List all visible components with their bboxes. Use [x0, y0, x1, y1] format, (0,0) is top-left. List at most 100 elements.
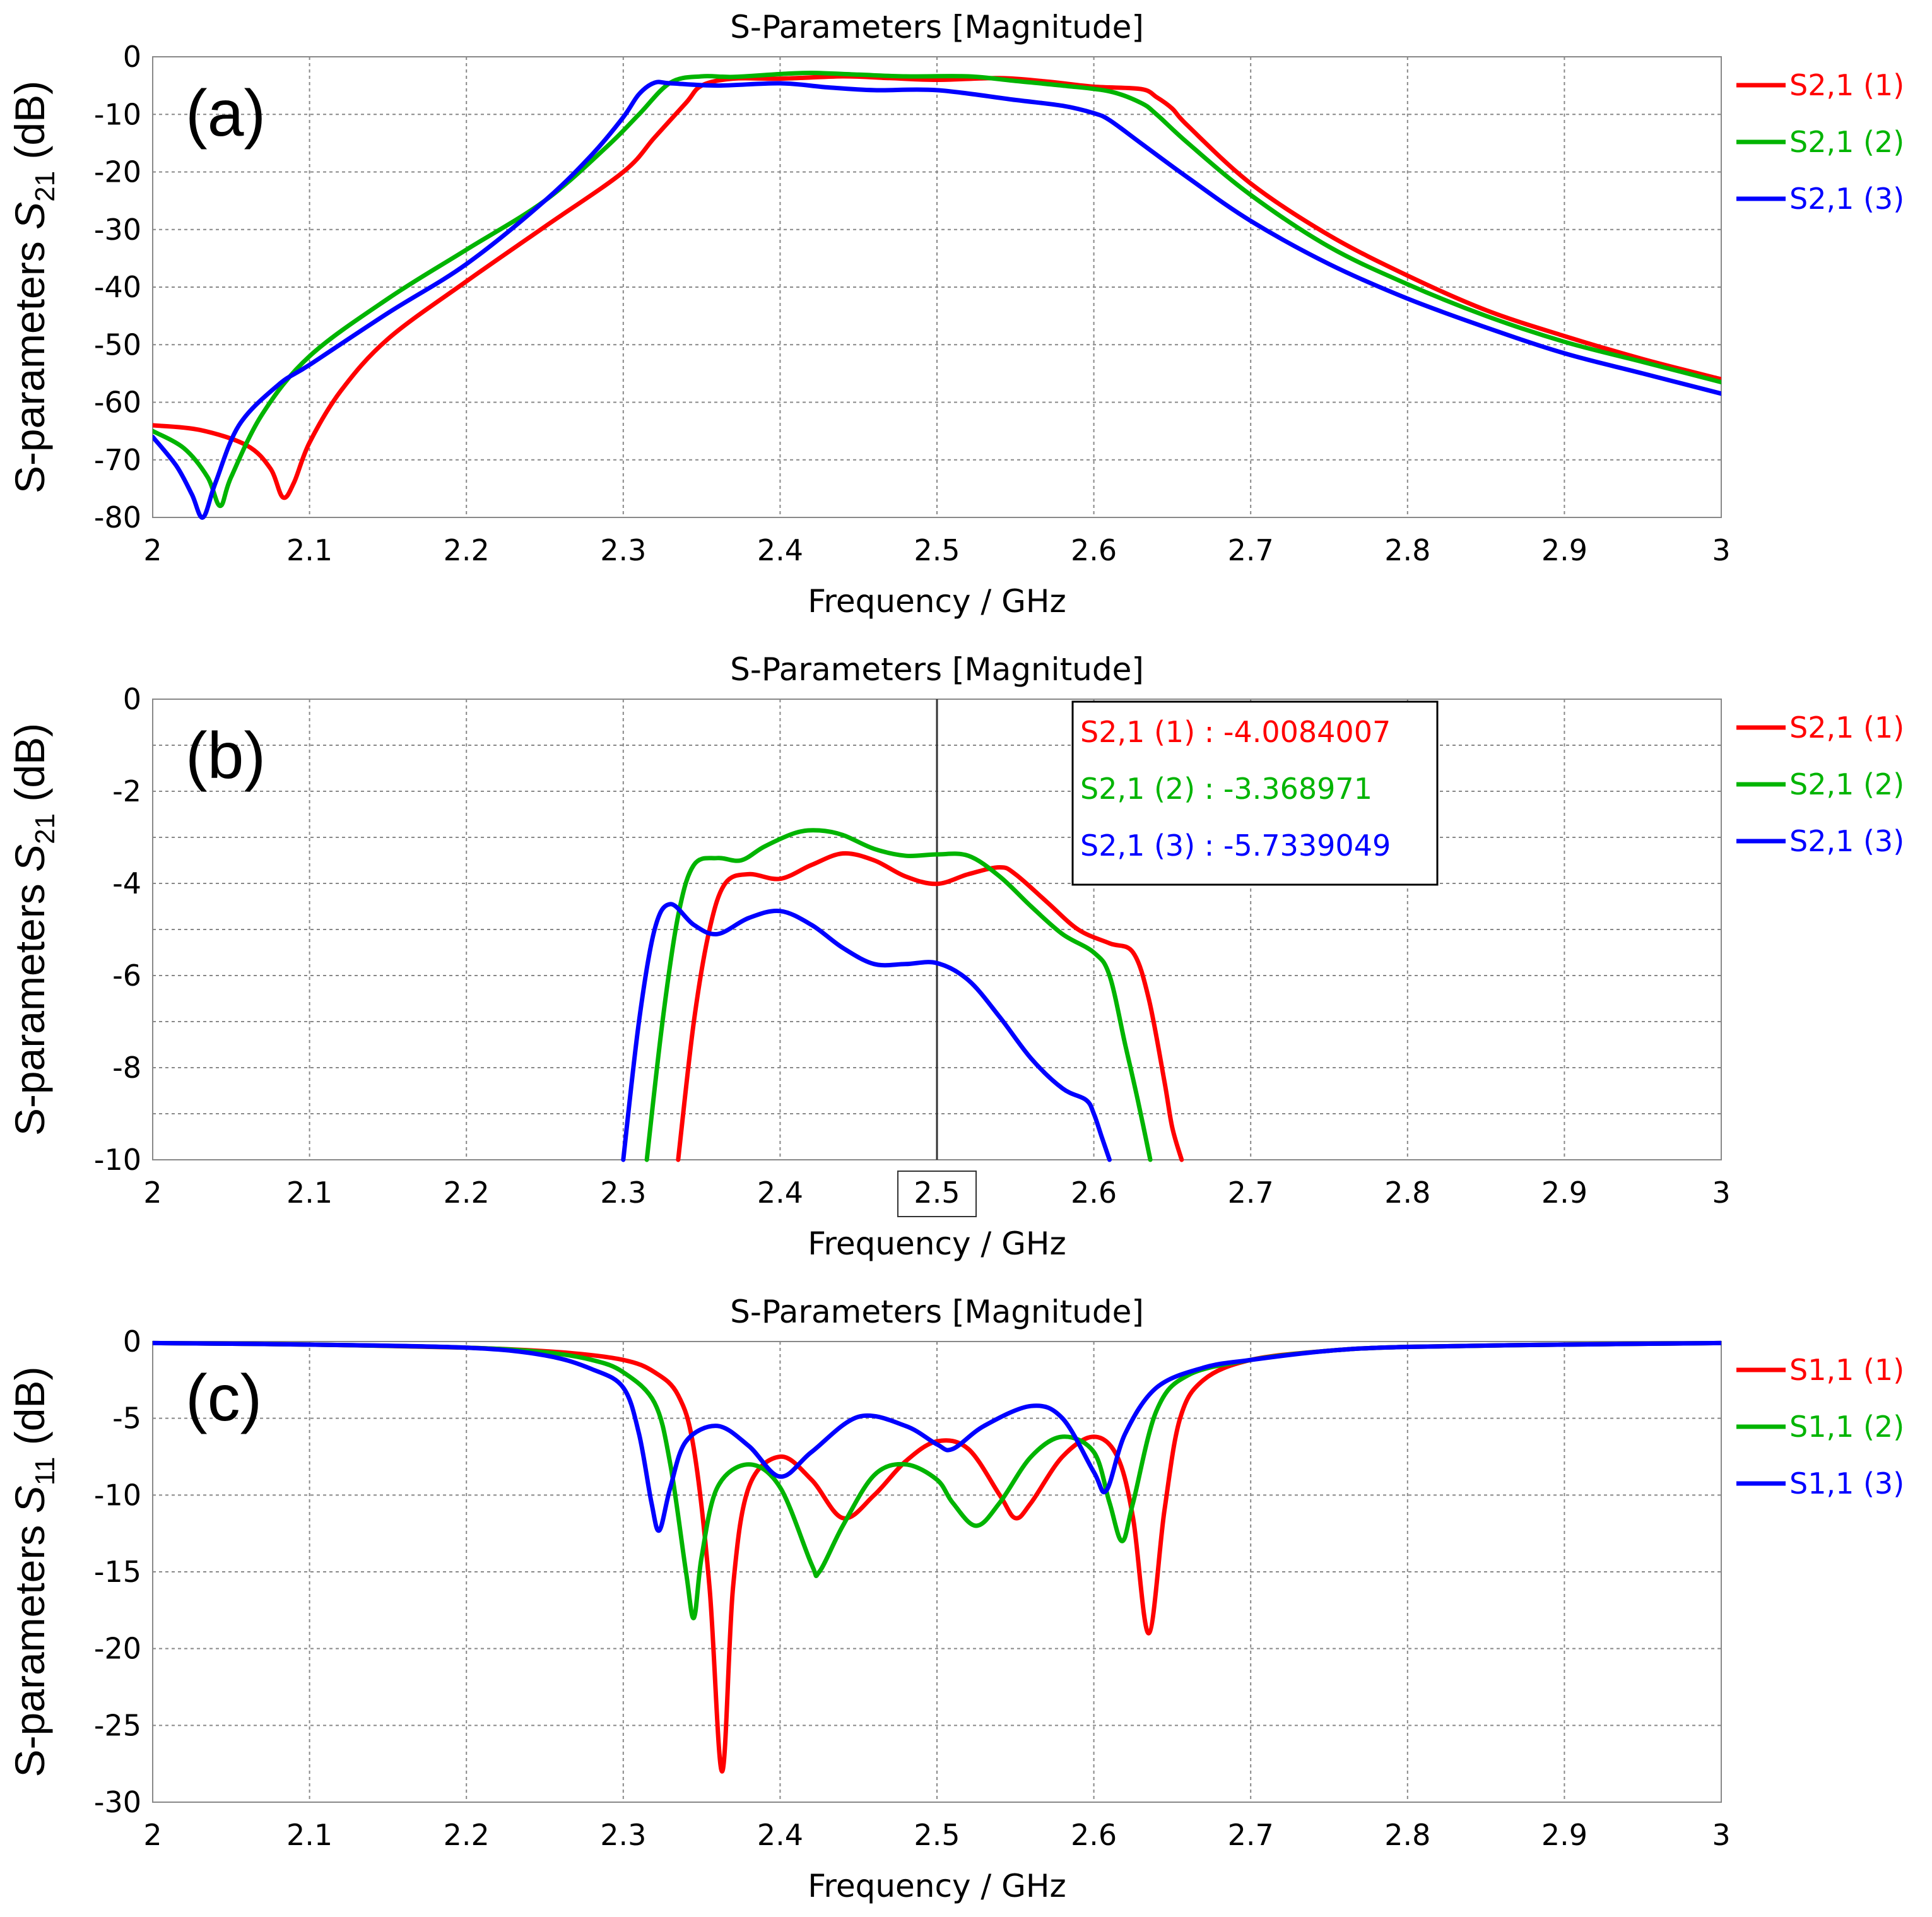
y-tick-label: -15: [94, 1555, 141, 1589]
y-tick-label: -50: [94, 327, 141, 362]
chart-panel-3: S-Parameters [Magnitude] 2 2.1 2.2 2.3 2.4 2.5…: [6, 1294, 1904, 1904]
x-tick-label: 2.5: [914, 1176, 960, 1210]
chart-title: S-Parameters [Magnitude]: [730, 9, 1144, 45]
x-tick-label: 2.4: [757, 1818, 803, 1852]
y-tick-label: -10: [94, 97, 141, 131]
panel-label: (b): [186, 719, 266, 793]
y-axis-label-unit: (dB): [6, 81, 53, 171]
x-axis-label: Frequency / GHz: [808, 1868, 1066, 1904]
legend-label: S1,1 (2): [1789, 1410, 1904, 1444]
x-tick-label: 2.2: [444, 533, 490, 567]
y-tick-label: -70: [94, 443, 141, 477]
y-tick-label: -30: [94, 1785, 141, 1819]
y-axis-label-main: S-parameters: [6, 1513, 53, 1777]
y-tick-label: -10: [94, 1478, 141, 1512]
legend-label: S1,1 (3): [1789, 1466, 1904, 1501]
series-line-3: [621, 902, 1112, 1162]
readout-value: S2,1 (2) : -3.368971: [1080, 772, 1372, 806]
chart-title: S-Parameters [Magnitude]: [730, 651, 1144, 688]
chart-panel-1: S-Parameters [Magnitude] 2 2.1 2.2 2.3 2.4 2.5…: [6, 9, 1904, 620]
x-tick-label: 2.8: [1384, 1176, 1430, 1210]
x-tick-label: 2.6: [1071, 1176, 1117, 1210]
x-tick-label: 2.3: [600, 1818, 646, 1852]
x-tick-label: 2.3: [600, 533, 646, 567]
y-tick-label: -8: [112, 1051, 141, 1085]
y-axis-label: S-parameters S11 (dB): [6, 1367, 61, 1778]
x-tick-label: 3: [1712, 1176, 1730, 1210]
x-axis-label: Frequency / GHz: [808, 1225, 1066, 1262]
panel-label: (c): [186, 1362, 262, 1435]
x-tick-label: 2.9: [1541, 1818, 1587, 1852]
y-axis-label-sub: 21: [30, 813, 61, 844]
y-tick-label: -60: [94, 386, 141, 420]
y-axis-label-main: S-parameters: [6, 872, 53, 1136]
y-tick-label: -25: [94, 1708, 141, 1742]
series-group: [621, 828, 1184, 1162]
x-tick-label: 2.6: [1071, 533, 1117, 567]
y-tick-label: -40: [94, 270, 141, 304]
x-tick-label: 2.7: [1228, 1818, 1274, 1852]
x-tick-label: 2.5: [914, 533, 960, 567]
legend-label: S2,1 (2): [1789, 125, 1904, 159]
y-axis-label: S-parameters S21 (dB): [6, 723, 61, 1136]
readout-value: S2,1 (3) : -5.7339049: [1080, 829, 1391, 863]
y-axis-label-sub: 21: [30, 171, 61, 202]
y-tick-label: -6: [112, 958, 141, 993]
x-tick-label: 3: [1712, 1818, 1730, 1852]
y-axis-label-unit: (dB): [6, 1367, 53, 1457]
x-tick-label: 3: [1712, 533, 1730, 567]
series-line-1: [153, 74, 1721, 500]
y-axis-label-unit: (dB): [6, 723, 53, 813]
x-tick-label: 2.3: [600, 1176, 646, 1210]
x-tick-label: 2.8: [1384, 533, 1430, 567]
y-tick-label: 0: [123, 1324, 141, 1359]
series-line-1: [676, 851, 1184, 1162]
plot-frame: [152, 56, 1722, 518]
x-tick-label: 2.4: [757, 1176, 803, 1210]
y-axis-label: S-parameters S21 (dB): [6, 81, 61, 493]
series-group: [153, 70, 1721, 520]
y-tick-label: -20: [94, 1632, 141, 1666]
plot-frame: [152, 1341, 1722, 1803]
readout-box: [1071, 700, 1439, 886]
x-tick-label: 2: [143, 533, 162, 567]
x-tick-label: 2: [143, 1176, 162, 1210]
y-axis-label-var: S: [6, 1485, 53, 1513]
panel-label: (a): [186, 77, 266, 150]
x-tick-label: 2: [143, 1818, 162, 1852]
series-line-1: [153, 1340, 1721, 1774]
x-tick-label: 2.9: [1541, 533, 1587, 567]
x-tick-label: 2.2: [444, 1818, 490, 1852]
chart-title: S-Parameters [Magnitude]: [730, 1294, 1144, 1330]
y-tick-label: 0: [123, 682, 141, 716]
y-tick-label: -30: [94, 213, 141, 247]
y-tick-label: 0: [123, 40, 141, 74]
y-axis-label-var: S: [6, 202, 53, 230]
x-tick-label: 2.4: [757, 533, 803, 567]
readout-value: S2,1 (1) : -4.0084007: [1080, 715, 1391, 749]
legend-label: S2,1 (3): [1789, 824, 1904, 858]
x-tick-label: 2.2: [444, 1176, 490, 1210]
legend-label: S2,1 (1): [1789, 68, 1904, 102]
legend-label: S2,1 (1): [1789, 711, 1904, 745]
legend-label: S1,1 (1): [1789, 1353, 1904, 1387]
y-tick-label: -4: [112, 866, 141, 900]
x-tick-label: 2.1: [286, 1818, 333, 1852]
series-line-3: [153, 80, 1721, 520]
series-line-3: [153, 1340, 1721, 1533]
x-tick-label: 2.8: [1384, 1818, 1430, 1852]
legend-label: S2,1 (2): [1789, 767, 1904, 801]
x-tick-label: 2.1: [286, 1176, 333, 1210]
y-tick-label: -20: [94, 155, 141, 189]
series-line-2: [644, 828, 1153, 1162]
marker-label-box: [897, 1171, 977, 1217]
x-tick-label: 2.5: [914, 1818, 960, 1852]
legend-label: S2,1 (3): [1789, 182, 1904, 216]
x-axis-label: Frequency / GHz: [808, 583, 1066, 620]
x-tick-label: 2.9: [1541, 1176, 1587, 1210]
chart-panel-2: S-Parameters [Magnitude] 2 2.1 2.2 2.3 2.4 2.5…: [6, 651, 1904, 1262]
y-axis-label-main: S-parameters: [6, 230, 53, 493]
y-tick-label: -2: [112, 774, 141, 808]
y-tick-label: -80: [94, 500, 141, 534]
